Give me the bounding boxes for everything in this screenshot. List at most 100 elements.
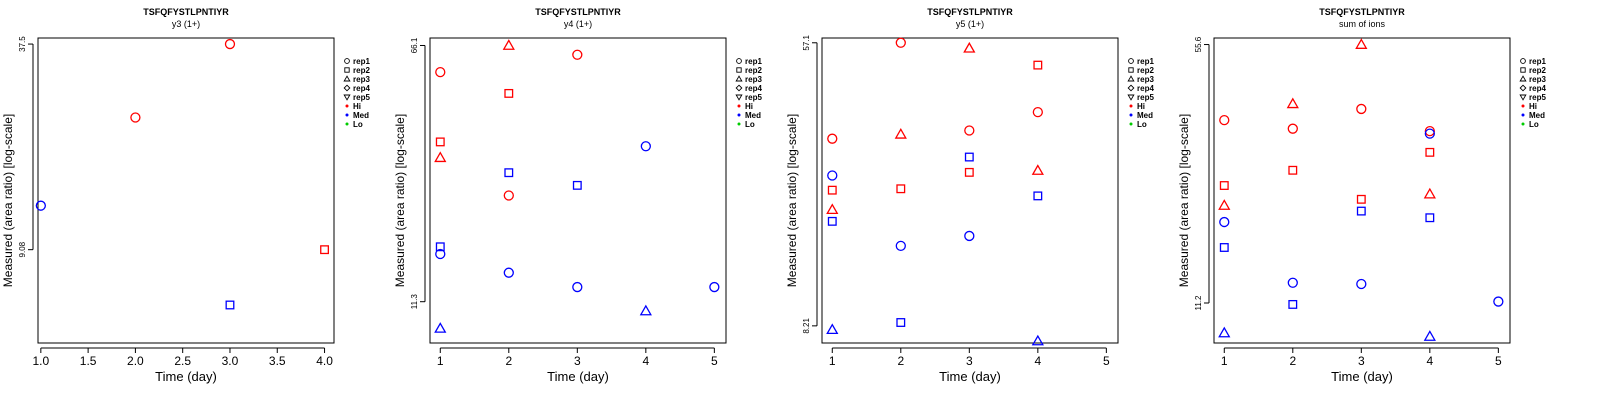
blue-dot-icon xyxy=(1129,113,1133,117)
data-point xyxy=(964,152,974,162)
diamond-icon xyxy=(735,84,743,92)
y-tick-label: 11.3 xyxy=(410,294,419,310)
x-tick-label: 1.0 xyxy=(32,354,49,368)
data-point xyxy=(502,39,515,50)
data-point xyxy=(1033,60,1043,70)
data-point xyxy=(1031,164,1044,175)
data-point xyxy=(1423,187,1436,199)
legend-label: Lo xyxy=(1137,120,1147,129)
data-point xyxy=(1424,128,1435,139)
chart-subtitle: sum of ions xyxy=(1339,19,1386,29)
data-point xyxy=(503,267,514,278)
data-point xyxy=(503,190,514,201)
triangle-up-icon xyxy=(343,75,351,82)
data-point xyxy=(1423,330,1436,341)
legend-label: rep1 xyxy=(745,57,762,66)
green-dot-icon xyxy=(1521,122,1525,126)
y-tick-label: 8.21 xyxy=(802,318,811,334)
data-point xyxy=(35,200,46,211)
data-point xyxy=(896,184,906,194)
data-point xyxy=(827,185,837,195)
green-dot-icon xyxy=(345,122,349,126)
legend-label: rep3 xyxy=(353,75,370,84)
red-dot-icon xyxy=(345,104,349,108)
legend-label: rep4 xyxy=(745,84,762,93)
legend-label: rep5 xyxy=(1137,93,1154,102)
data-point xyxy=(826,203,839,215)
data-point xyxy=(1355,38,1368,49)
data-point xyxy=(1033,191,1043,201)
y-tick-label: 57.1 xyxy=(802,34,811,50)
legend-label: rep4 xyxy=(1529,84,1546,93)
green-dot-icon xyxy=(737,122,741,126)
legend-label: rep1 xyxy=(1137,57,1154,66)
data-point xyxy=(435,242,445,252)
x-tick-label: 3 xyxy=(1358,354,1365,368)
data-point xyxy=(639,304,652,316)
legend-label: rep2 xyxy=(1529,66,1546,75)
data-point xyxy=(572,281,583,293)
legend-label: Hi xyxy=(1529,102,1537,111)
x-tick-label: 2 xyxy=(1289,354,1296,368)
data-point xyxy=(1356,206,1366,216)
legend-label: Med xyxy=(353,111,369,120)
triangle-up-icon xyxy=(735,75,743,82)
y-tick-label: 66.1 xyxy=(410,37,419,53)
legend-label: rep3 xyxy=(745,75,762,84)
legend-label: Med xyxy=(745,111,761,120)
data-point xyxy=(1219,181,1229,190)
legend-label: rep3 xyxy=(1137,75,1154,84)
x-tick-label: 2 xyxy=(505,354,512,368)
data-point xyxy=(827,133,838,144)
x-tick-label: 2.5 xyxy=(174,354,191,368)
data-point xyxy=(1425,213,1435,223)
blue-dot-icon xyxy=(737,113,741,117)
data-point xyxy=(224,38,236,50)
triangle-up-icon xyxy=(1127,75,1135,82)
x-axis-label: Time (day) xyxy=(1331,369,1393,384)
x-tick-label: 1.5 xyxy=(80,354,97,368)
triangle-down-icon xyxy=(735,94,743,101)
data-point xyxy=(225,300,235,310)
chart-title: TSFQFYSTLPNTIYR xyxy=(535,7,621,17)
circle-icon xyxy=(736,58,742,64)
y-tick-label: 9.08 xyxy=(18,241,27,257)
diamond-icon xyxy=(1127,84,1135,92)
green-dot-icon xyxy=(1129,122,1133,126)
data-point xyxy=(130,112,141,123)
y-axis-label: Measured (area ratio) [log-scale] xyxy=(785,114,799,287)
data-point xyxy=(504,168,514,178)
x-axis-label: Time (day) xyxy=(155,369,217,384)
x-tick-label: 1 xyxy=(1221,354,1228,368)
y-tick-label: 11.2 xyxy=(1194,295,1203,311)
legend-label: rep5 xyxy=(353,93,370,102)
data-point xyxy=(435,248,446,260)
data-point xyxy=(435,137,445,147)
data-point xyxy=(964,167,974,177)
triangle-down-icon xyxy=(343,94,351,101)
circle-icon xyxy=(1128,58,1134,64)
data-point xyxy=(1031,334,1044,346)
data-point xyxy=(896,318,906,327)
chart-panel-2: TSFQFYSTLPNTIYR y4 (1+) 1 2 3 4 5 Time (day) 11.… xyxy=(393,7,762,384)
x-tick-label: 5 xyxy=(1103,354,1110,368)
chart-subtitle: y5 (1+) xyxy=(956,19,984,29)
data-point xyxy=(1218,199,1231,210)
legend-label: Hi xyxy=(745,102,753,111)
x-tick-label: 3.5 xyxy=(269,354,286,368)
data-point xyxy=(572,180,582,190)
legend-label: Lo xyxy=(1529,120,1539,129)
blue-dot-icon xyxy=(345,113,349,117)
data-point xyxy=(434,151,447,163)
triangle-down-icon xyxy=(1127,94,1135,101)
data-point xyxy=(640,141,651,152)
x-tick-label: 2.0 xyxy=(127,354,144,368)
legend-label: rep5 xyxy=(1529,93,1546,102)
legend-label: rep2 xyxy=(1137,66,1154,75)
data-point xyxy=(1219,114,1230,126)
legend-label: Med xyxy=(1529,111,1545,120)
data-point xyxy=(1288,299,1298,309)
data-point xyxy=(435,66,446,78)
data-point xyxy=(1425,147,1435,157)
